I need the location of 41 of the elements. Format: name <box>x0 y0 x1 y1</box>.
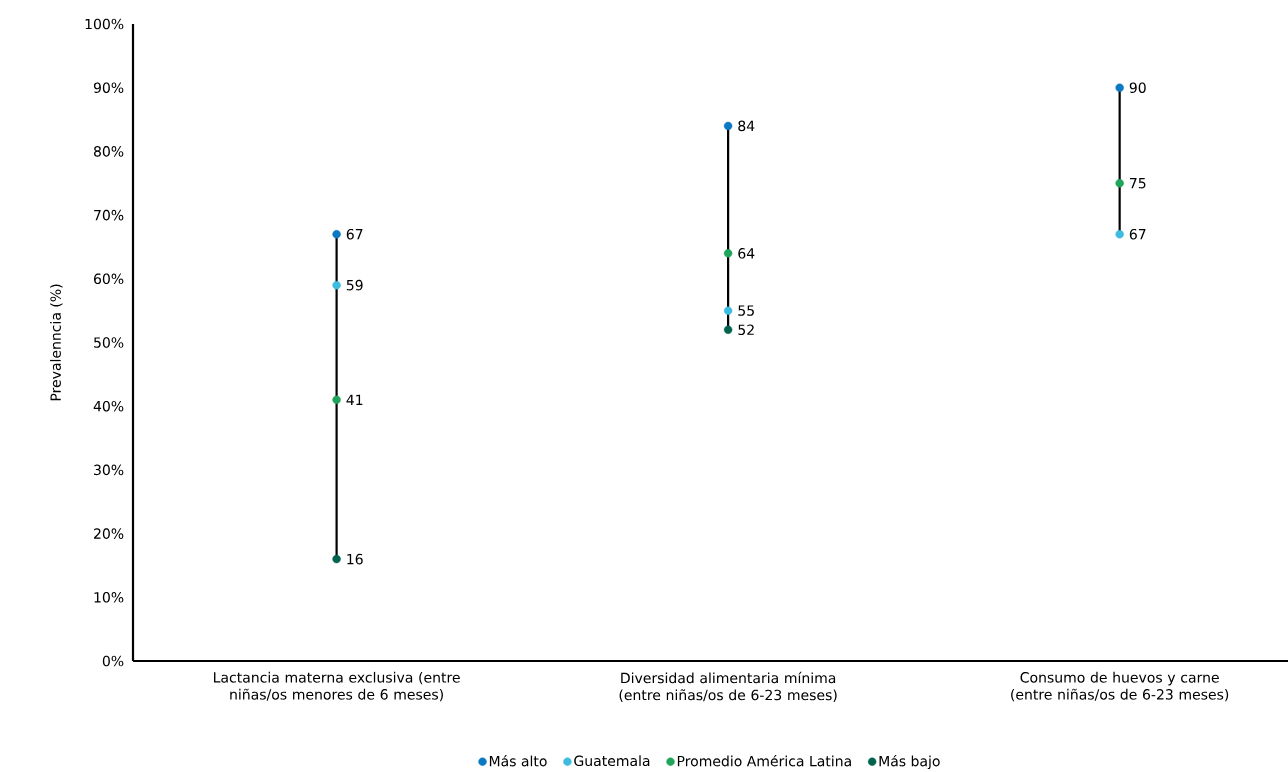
x-tick-label: Lactancia materna exclusiva (entre niñas/os menores de 6 meses) <box>214 671 460 702</box>
point <box>723 306 733 315</box>
x-tick-label: Consumo de huevos y carne (entre niñas/os de 6-23 meses) <box>1011 671 1229 702</box>
legend-label: Más bajo <box>879 755 940 770</box>
data-label: 16 <box>347 553 363 565</box>
point <box>332 554 341 564</box>
point <box>723 325 733 334</box>
y-tick-label: 30% <box>94 464 124 476</box>
point <box>1115 179 1124 188</box>
data-label: 84 <box>738 120 755 132</box>
data-label: 67 <box>1129 228 1146 240</box>
y-tick-label: 20% <box>94 528 124 539</box>
point <box>1115 230 1124 239</box>
data-label: 55 <box>738 305 754 316</box>
y-axis-title: Prevalenncia (%) <box>50 284 63 401</box>
point <box>1115 83 1124 92</box>
y-tick-label: 70% <box>94 209 124 221</box>
y-tick-label: 10% <box>94 592 124 603</box>
y-tick-label: 60% <box>94 273 124 285</box>
y-tick-label: 40% <box>93 400 124 412</box>
legend-label: Guatemala <box>574 755 650 767</box>
y-tick-label: 90% <box>93 82 124 93</box>
legend-label: Promedio América Latina <box>677 755 851 767</box>
point <box>723 249 733 258</box>
y-tick-label: 100% <box>85 18 124 30</box>
point <box>332 395 341 405</box>
data-label: 64 <box>738 248 755 259</box>
data-label: 59 <box>346 279 363 291</box>
data-label: 41 <box>346 394 363 405</box>
data-label: 90 <box>1129 82 1146 93</box>
legend-label: Más alto <box>489 755 547 767</box>
data-label: 67 <box>346 228 363 240</box>
y-tick-label: 0% <box>102 655 124 667</box>
y-tick-label: 50% <box>94 337 124 348</box>
data-label: 75 <box>1130 178 1146 189</box>
point <box>332 280 341 290</box>
x-tick-label: Diversidad alimentaria mínima (entre niñas/os de 6-23 meses) <box>619 671 837 702</box>
point <box>723 121 733 131</box>
y-tick-label: 80% <box>93 146 124 157</box>
data-label: 52 <box>738 324 754 336</box>
point <box>332 230 341 239</box>
